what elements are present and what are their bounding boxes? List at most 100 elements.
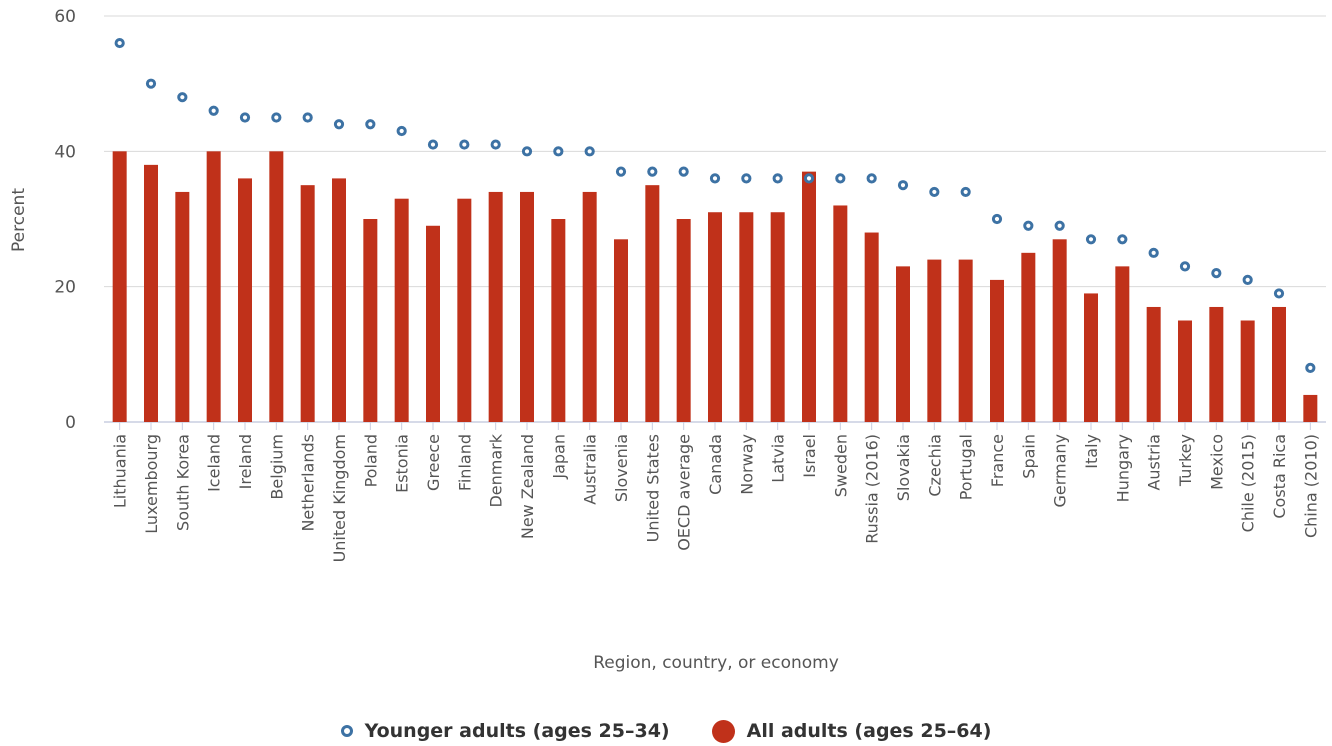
marker-point bbox=[271, 112, 282, 123]
x-tick-label: Sweden bbox=[831, 434, 850, 497]
x-tick-label: Slovakia bbox=[894, 434, 913, 501]
bar bbox=[332, 178, 346, 422]
marker-point bbox=[490, 139, 501, 150]
bar bbox=[520, 191, 534, 422]
chart: 0 20 40 60 Lithuania Luxembourg South Korea Ic… bbox=[9, 7, 1326, 673]
marker-point bbox=[396, 125, 407, 137]
bar bbox=[1084, 293, 1098, 422]
marker-point bbox=[1054, 220, 1065, 231]
marker-point bbox=[1273, 288, 1285, 299]
x-tick-label: New Zealand bbox=[518, 434, 537, 539]
bar bbox=[1303, 394, 1318, 422]
bar bbox=[645, 185, 660, 422]
marker-point bbox=[177, 92, 188, 103]
marker-point bbox=[1211, 268, 1222, 279]
x-tick-label: Ireland bbox=[236, 434, 255, 489]
bar bbox=[175, 191, 190, 422]
bar bbox=[1052, 239, 1067, 422]
y-axis: 0 20 40 60 bbox=[54, 7, 76, 433]
bar bbox=[708, 212, 722, 422]
x-tick-label: Turkey bbox=[1176, 434, 1195, 487]
x-tick-label: Hungary bbox=[1113, 434, 1132, 502]
bar bbox=[614, 239, 628, 422]
legend: Younger adults (ages 25–34) All adults (… bbox=[0, 718, 1332, 744]
ring-marker-icon bbox=[340, 725, 353, 737]
x-tick-label: Poland bbox=[361, 434, 380, 487]
x-tick-label: Germany bbox=[1051, 434, 1070, 508]
marker-point bbox=[333, 119, 345, 130]
x-tick-label: Spain bbox=[1019, 434, 1038, 479]
x-tick-label: United Kingdom bbox=[330, 434, 349, 562]
marker-point bbox=[114, 37, 125, 49]
bar bbox=[739, 212, 754, 422]
marker-point bbox=[145, 78, 157, 89]
x-tick-label: Italy bbox=[1082, 434, 1101, 469]
x-tick-label: Slovenia bbox=[612, 434, 631, 502]
legend-item-all: All adults (ages 25–64) bbox=[711, 719, 992, 743]
bar bbox=[864, 232, 879, 422]
bar bbox=[582, 191, 597, 422]
marker-point bbox=[521, 146, 533, 157]
marker-point bbox=[647, 166, 658, 177]
bar bbox=[833, 205, 848, 422]
marker-point bbox=[615, 166, 627, 177]
x-tick-label: Lithuania bbox=[111, 434, 130, 508]
marker-point bbox=[991, 213, 1003, 225]
bar bbox=[1178, 320, 1192, 422]
bar bbox=[1115, 266, 1130, 422]
y-axis-title: Percent bbox=[9, 188, 29, 252]
x-tick-label: Australia bbox=[581, 434, 600, 505]
bar bbox=[958, 259, 973, 422]
bar bbox=[770, 212, 785, 422]
y-tick-label: 60 bbox=[54, 7, 76, 27]
marker-point bbox=[239, 112, 251, 123]
marker-point bbox=[1023, 220, 1034, 231]
bar bbox=[551, 219, 566, 422]
marker-point bbox=[302, 112, 313, 123]
bar bbox=[488, 191, 503, 422]
x-tick-label: Israel bbox=[800, 434, 819, 478]
legend-item-younger: Younger adults (ages 25–34) bbox=[340, 720, 670, 742]
marker-point bbox=[678, 166, 689, 177]
y-tick-label: 0 bbox=[65, 413, 76, 433]
x-tick-label: Estonia bbox=[393, 434, 412, 493]
bar bbox=[676, 219, 691, 422]
marker-point bbox=[584, 146, 595, 157]
x-tick-label: United States bbox=[643, 434, 662, 542]
x-tick-label: Netherlands bbox=[299, 434, 318, 532]
marker-point bbox=[553, 146, 564, 157]
circle-marker-icon bbox=[711, 719, 735, 743]
marker-point bbox=[1117, 234, 1128, 245]
x-tick-label: Austria bbox=[1145, 434, 1164, 491]
y-tick-label: 40 bbox=[54, 142, 76, 162]
x-tick-label: Canada bbox=[706, 434, 725, 495]
marker-point bbox=[459, 139, 470, 150]
marker-point bbox=[365, 119, 376, 130]
x-tick-label: France bbox=[988, 434, 1007, 487]
marker-point bbox=[929, 186, 940, 198]
x-tick-label: Mexico bbox=[1207, 434, 1226, 490]
bar-series bbox=[112, 151, 1318, 423]
bar bbox=[1146, 306, 1161, 422]
x-tick-label: Greece bbox=[424, 434, 443, 491]
marker-point bbox=[427, 139, 439, 150]
x-tick-label: Latvia bbox=[769, 434, 788, 483]
bar bbox=[238, 178, 252, 422]
marker-point bbox=[1148, 247, 1159, 258]
marker-point bbox=[1305, 362, 1316, 373]
x-tick-label: South Korea bbox=[173, 434, 192, 531]
x-tick-label: Russia (2016) bbox=[863, 434, 882, 544]
bar bbox=[206, 151, 221, 423]
x-tick-label: Japan bbox=[549, 434, 568, 480]
bar bbox=[300, 185, 315, 422]
x-tick-label: Belgium bbox=[267, 434, 286, 500]
bar bbox=[1240, 320, 1255, 422]
bar bbox=[426, 225, 440, 422]
bar bbox=[112, 151, 127, 423]
bar bbox=[990, 279, 1004, 422]
bar bbox=[802, 171, 816, 422]
legend-label-all: All adults (ages 25–64) bbox=[746, 720, 992, 742]
marker-point bbox=[1242, 274, 1253, 285]
x-tick-label: Czechia bbox=[925, 434, 944, 497]
x-tick-label: Portugal bbox=[957, 434, 976, 500]
